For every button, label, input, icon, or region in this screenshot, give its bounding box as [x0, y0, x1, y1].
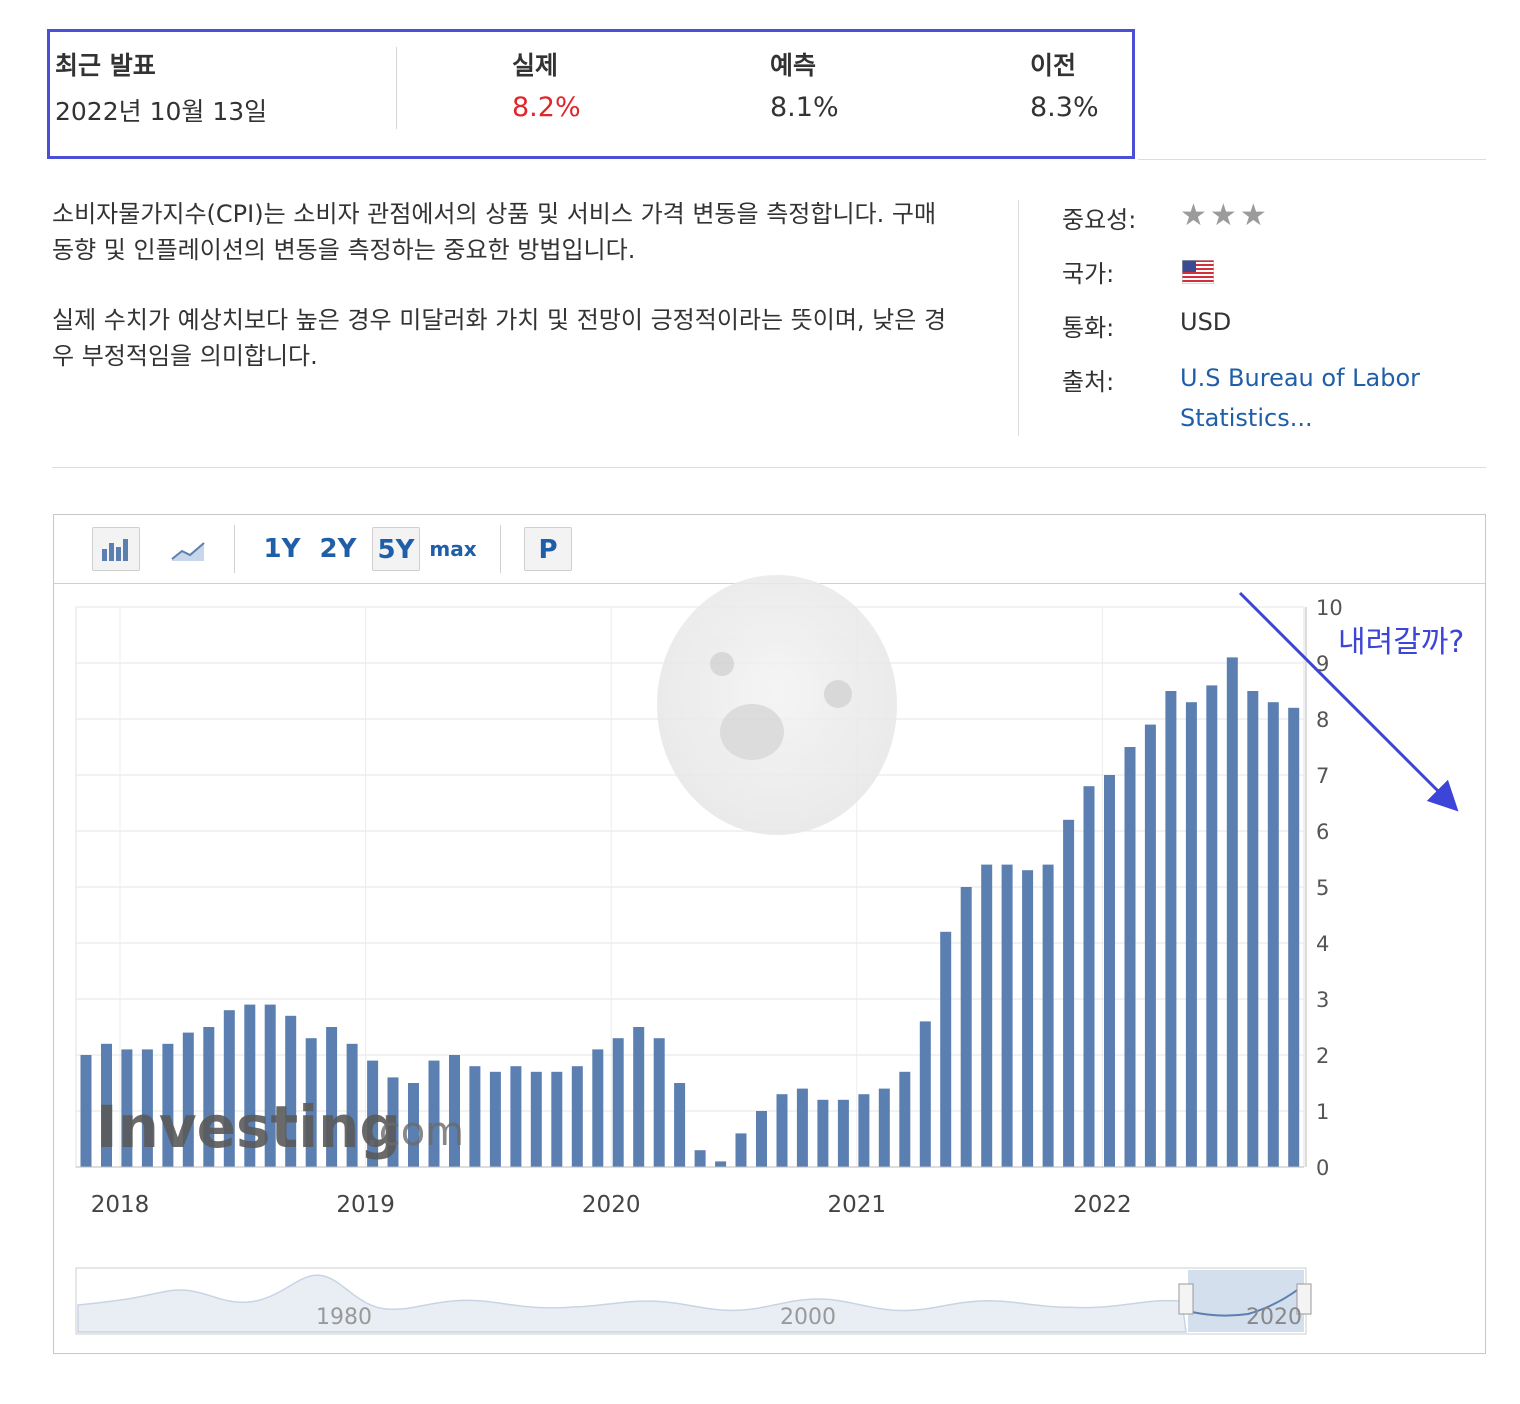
meta-divider	[1018, 200, 1019, 436]
section-divider	[52, 467, 1486, 468]
forecast-col: 예측 8.1%	[770, 46, 839, 123]
star-icon: ★	[1209, 198, 1240, 233]
release-date: 2022년 10월 13일	[55, 97, 268, 126]
forecast-value: 8.1%	[770, 92, 839, 123]
range-2y-button[interactable]: 2Y	[319, 534, 357, 564]
previous-value: 8.3%	[1030, 92, 1099, 123]
description-paragraph-1: 소비자물가지수(CPI)는 소비자 관점에서의 상품 및 서비스 가격 변동을 …	[52, 200, 937, 264]
range-5y-button[interactable]: 5Y	[372, 527, 420, 571]
chart-panel: 1Y 2Y 5Y max P	[53, 514, 1486, 1354]
description-paragraph-2: 실제 수치가 예상치보다 높은 경우 미달러화 가치 및 전망이 긍정적이라는 …	[52, 306, 947, 370]
range-max-button[interactable]: max	[429, 537, 477, 561]
line-chart-button[interactable]	[164, 527, 212, 571]
p-button[interactable]: P	[524, 527, 572, 571]
release-divider	[396, 47, 397, 129]
indicator-description: 소비자물가지수(CPI)는 소비자 관점에서의 상품 및 서비스 가격 변동을 …	[52, 196, 952, 408]
actual-value: 8.2%	[512, 92, 581, 123]
source-link[interactable]: U.S Bureau of Labor Statistics...	[1180, 364, 1421, 432]
importance-label: 중요성:	[1062, 206, 1137, 234]
header-divider	[1138, 159, 1486, 160]
forecast-label: 예측	[770, 51, 817, 80]
toolbar-divider	[234, 525, 235, 573]
release-title-col: 최근 발표 2022년 10월 13일	[55, 46, 267, 128]
actual-label: 실제	[512, 51, 559, 80]
toolbar-bottom-border	[54, 583, 1485, 584]
bar-chart-icon	[102, 539, 128, 561]
actual-col: 실제 8.2%	[512, 46, 581, 123]
line-chart-icon	[171, 542, 205, 561]
country-label: 국가:	[1062, 260, 1115, 288]
latest-release-box: 최근 발표 2022년 10월 13일 실제 8.2% 예측 8.1% 이전 8…	[47, 29, 1135, 159]
star-icon: ★	[1180, 198, 1210, 233]
currency-label: 통화:	[1062, 314, 1115, 342]
bar-chart-button[interactable]	[92, 527, 140, 571]
importance-stars: ★★★	[1180, 198, 1270, 233]
star-icon: ★	[1239, 198, 1270, 233]
range-1y-button[interactable]: 1Y	[263, 534, 301, 564]
currency-value: USD	[1180, 308, 1232, 336]
us-flag-icon	[1182, 260, 1214, 284]
previous-col: 이전 8.3%	[1030, 46, 1099, 123]
source-label: 출처:	[1062, 368, 1115, 396]
release-title: 최근 발표	[55, 51, 156, 80]
previous-label: 이전	[1030, 51, 1077, 80]
toolbar-divider	[500, 525, 501, 573]
